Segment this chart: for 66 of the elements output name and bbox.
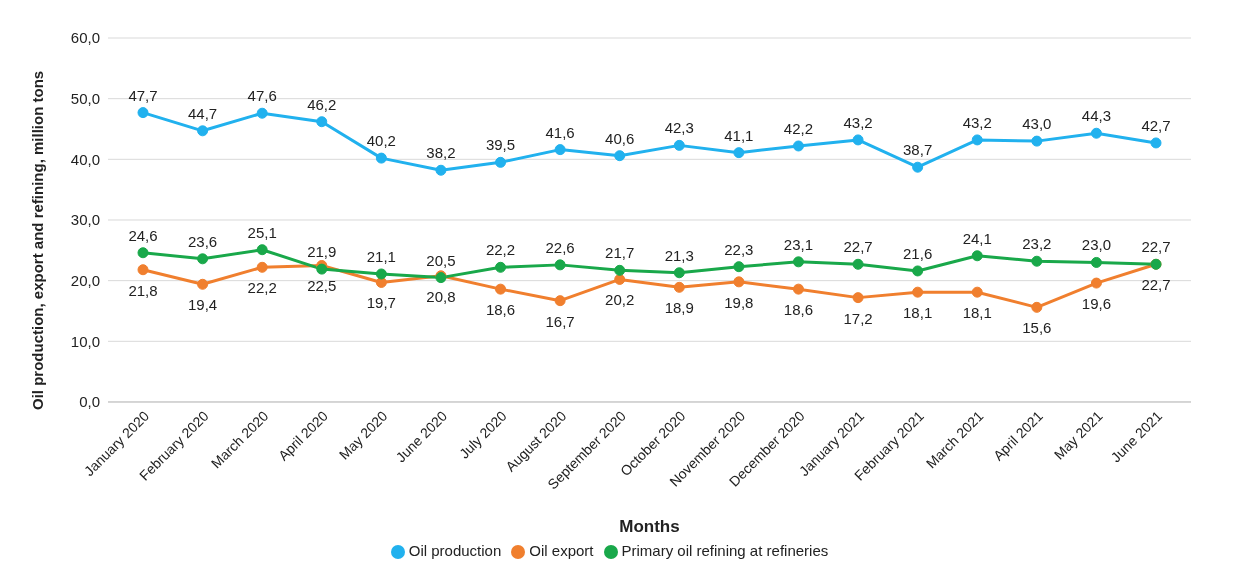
data-label: 41,1 (724, 126, 754, 144)
data-label: 22,6 (545, 238, 575, 256)
data-label: 16,7 (545, 312, 575, 330)
data-label: 22,3 (724, 240, 754, 258)
data-label: 22,7 (843, 238, 873, 256)
data-label: 22,7 (1141, 276, 1171, 294)
data-label: 40,2 (366, 132, 396, 150)
y-tick-label: 40,0 (70, 150, 100, 168)
legend-label: Oil export (529, 541, 594, 559)
data-label: 20,5 (426, 251, 456, 269)
legend-label: Oil production (408, 541, 502, 559)
data-label: 21,1 (366, 247, 396, 265)
data-label: 18,1 (903, 304, 933, 322)
data-label: 15,6 (1022, 319, 1052, 337)
data-label: 24,1 (962, 229, 992, 247)
data-label: 22,2 (485, 241, 516, 259)
data-label: 19,8 (724, 293, 754, 311)
y-tick-label: 10,0 (70, 332, 100, 350)
data-label: 18,1 (962, 304, 992, 322)
data-label: 42,3 (664, 119, 694, 137)
data-label: 20,2 (605, 291, 635, 309)
data-label: 25,1 (247, 223, 277, 241)
y-tick-label: 20,0 (70, 271, 100, 289)
data-label: 47,6 (247, 87, 277, 105)
y-tick-label: 50,0 (70, 89, 100, 107)
x-axis-title: Months (619, 516, 680, 536)
data-label: 18,6 (783, 301, 814, 319)
data-label: 42,7 (1141, 116, 1171, 134)
data-label: 21,6 (903, 244, 933, 262)
data-label: 40,6 (605, 129, 635, 147)
data-label: 23,0 (1081, 236, 1112, 254)
y-tick-label: 0,0 (79, 393, 100, 411)
data-label: 42,2 (783, 119, 814, 137)
data-label: 44,7 (187, 104, 218, 122)
data-label: 18,9 (664, 299, 694, 317)
data-label: 39,5 (485, 136, 516, 154)
data-label: 21,7 (605, 244, 635, 262)
data-label: 24,6 (128, 226, 158, 244)
data-label: 23,2 (1022, 235, 1052, 253)
data-label: 19,4 (187, 296, 218, 314)
data-label: 22,5 (307, 277, 337, 295)
data-label: 43,2 (843, 113, 873, 131)
data-label: 22,2 (247, 279, 277, 297)
data-label: 18,6 (485, 301, 516, 319)
data-label: 44,3 (1081, 107, 1112, 125)
data-label: 23,6 (187, 232, 218, 250)
data-label: 38,7 (903, 141, 933, 159)
data-label: 21,9 (307, 243, 337, 261)
data-label: 23,1 (783, 235, 814, 253)
data-label: 47,7 (128, 86, 158, 104)
data-label: 21,3 (664, 246, 694, 264)
legend-label: Primary oil refining at refineries (621, 541, 829, 559)
data-label: 17,2 (843, 309, 873, 327)
data-label: 41,6 (545, 123, 575, 141)
data-label: 43,2 (962, 113, 992, 131)
data-label: 20,8 (426, 287, 456, 305)
data-label: 22,7 (1141, 238, 1171, 256)
data-label: 19,6 (1081, 295, 1112, 313)
data-label: 43,0 (1022, 115, 1052, 133)
y-axis-title: Oil production, export and refining, million tons (29, 70, 47, 410)
data-label: 19,7 (366, 294, 396, 312)
y-tick-label: 60,0 (70, 29, 100, 47)
data-label: 38,2 (426, 144, 456, 162)
data-label: 21,8 (128, 281, 158, 299)
data-label: 46,2 (307, 95, 337, 113)
y-tick-label: 30,0 (70, 211, 100, 229)
